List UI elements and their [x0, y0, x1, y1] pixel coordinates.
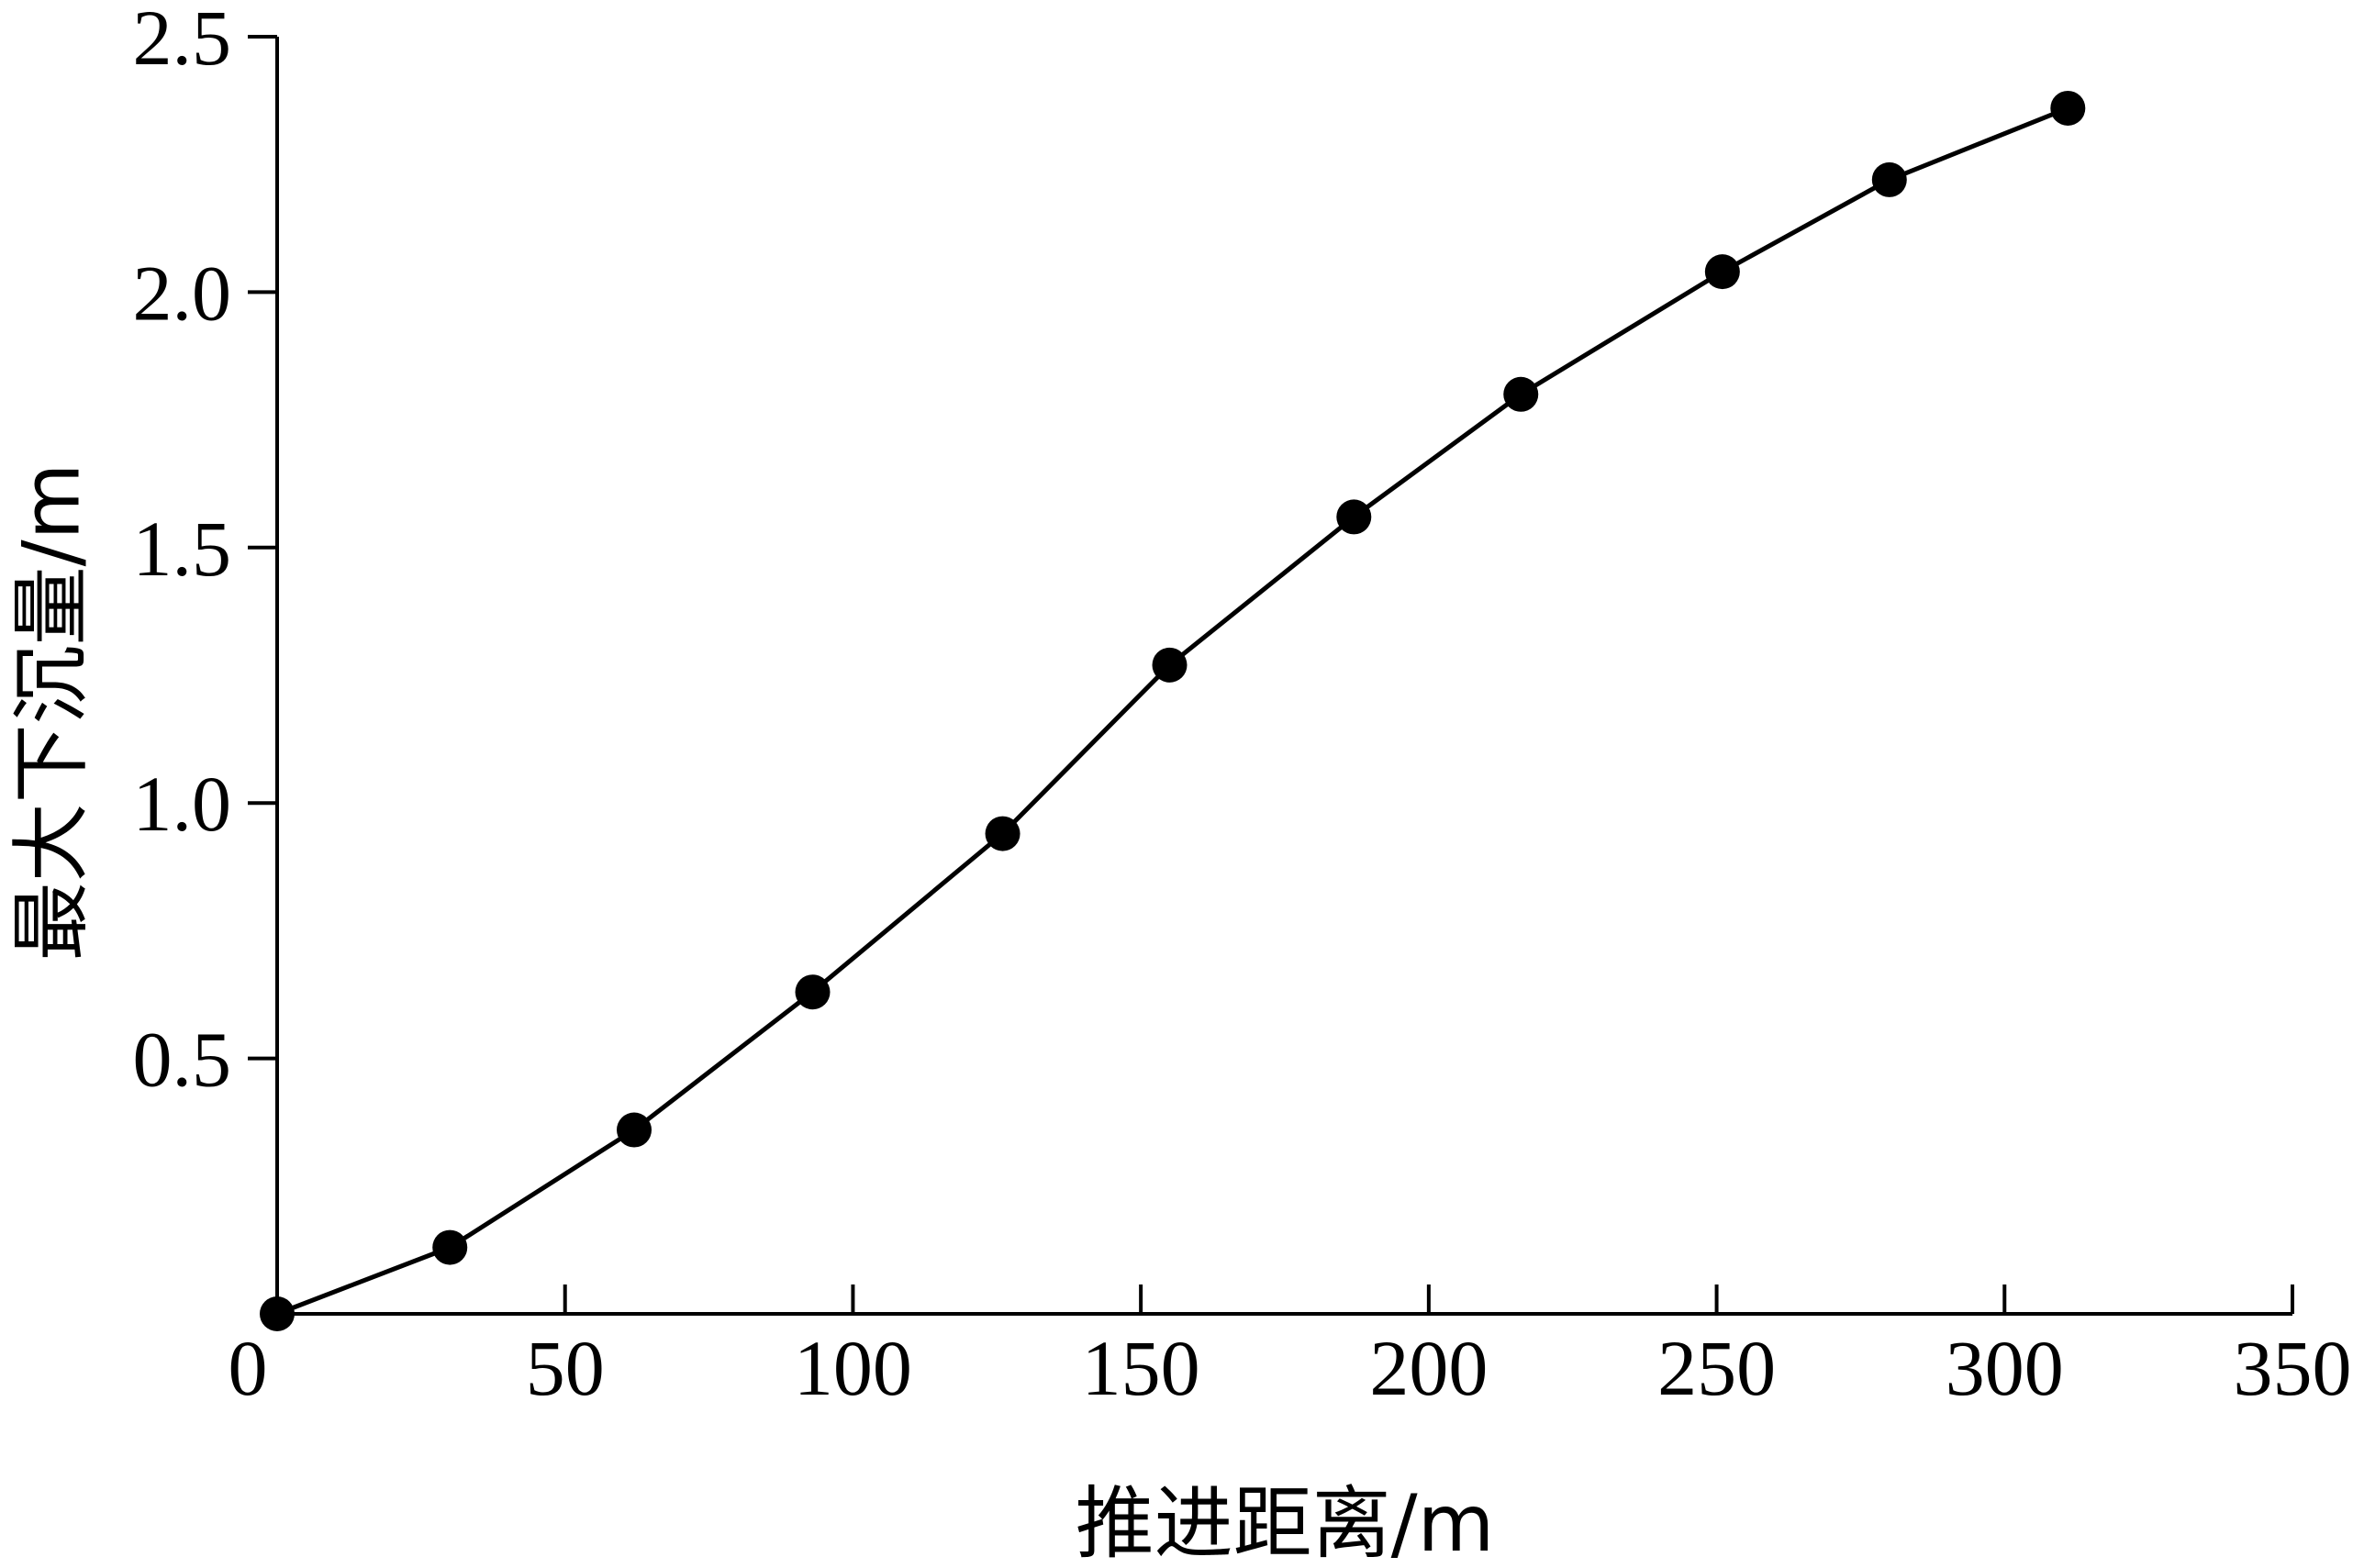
x-tick-label: 350: [2234, 1324, 2352, 1412]
y-tick-label: 0.5: [133, 1016, 232, 1104]
axes: [275, 37, 2292, 1316]
x-tick-label: 50: [526, 1324, 605, 1412]
x-tick-label: 0: [229, 1324, 268, 1412]
y-tick-labels: 0.5 1.0 1.5 2.0 2.5: [133, 0, 232, 1104]
data-point: [2050, 90, 2086, 126]
y-tick-label: 1.0: [133, 760, 232, 848]
data-point: [795, 974, 831, 1010]
data-point: [1152, 647, 1188, 683]
y-axis-title: 最大下沉量/m: [6, 463, 97, 962]
data-point: [1871, 161, 1907, 197]
y-tick-label: 2.5: [133, 0, 232, 82]
series-line: [276, 106, 2069, 1317]
tick-marks: [248, 35, 2294, 1314]
data-point: [260, 1296, 295, 1331]
data-point: [432, 1229, 468, 1265]
x-tick-label: 100: [794, 1324, 912, 1412]
data-point: [1704, 254, 1740, 290]
y-tick-label: 2.0: [133, 249, 232, 337]
x-tick-label: 300: [1946, 1324, 2064, 1412]
data-series: [260, 90, 2086, 1331]
x-tick-label: 150: [1082, 1324, 1200, 1412]
x-tick-label: 250: [1657, 1324, 1776, 1412]
x-tick-label: 200: [1369, 1324, 1488, 1412]
x-tick-labels: 0 50 100 150 200 250 300 350: [229, 1324, 2352, 1412]
data-point: [1503, 376, 1539, 412]
data-point: [617, 1112, 652, 1148]
data-point: [985, 816, 1020, 851]
y-tick-label: 1.5: [133, 505, 232, 593]
x-axis-title: 推进距离/m: [1076, 1478, 1495, 1568]
data-point: [1336, 499, 1372, 535]
